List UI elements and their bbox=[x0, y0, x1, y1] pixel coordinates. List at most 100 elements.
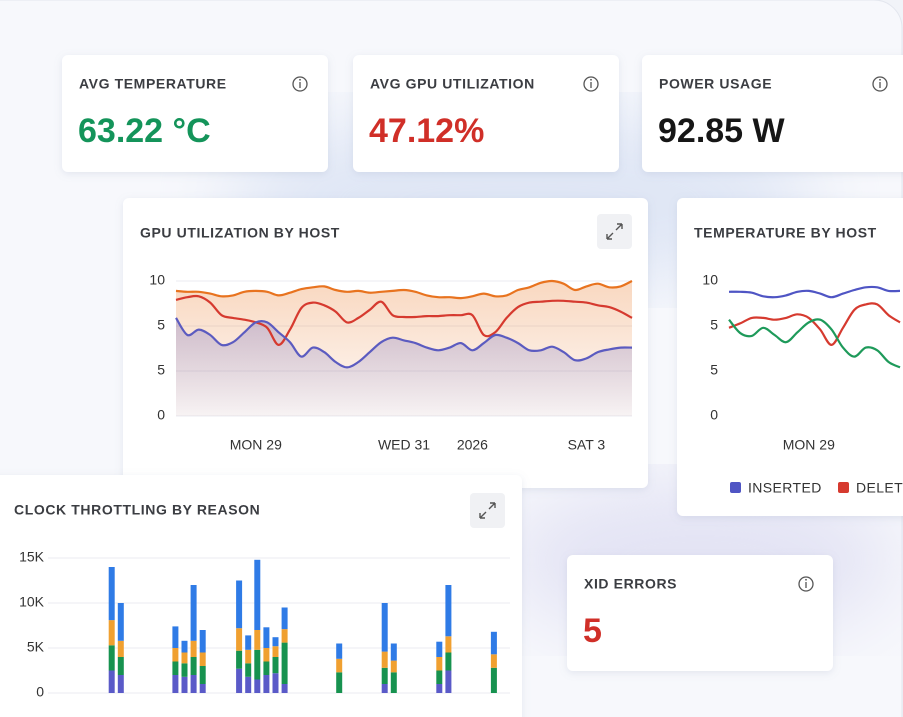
chart-title: TEMPERATURE BY HOST bbox=[694, 225, 877, 241]
card-value: 63.22 °C bbox=[78, 112, 211, 150]
y-tick-label: 5K bbox=[27, 639, 45, 655]
bar-segment bbox=[245, 635, 252, 650]
bar-segment bbox=[254, 630, 261, 650]
legend-swatch bbox=[730, 482, 741, 493]
line bbox=[728, 302, 901, 346]
bar-segment bbox=[272, 646, 279, 657]
chart-title: CLOCK THROTTLING BY REASON bbox=[14, 502, 260, 518]
bar-segment bbox=[108, 567, 115, 621]
bar-segment bbox=[436, 670, 443, 684]
bar-segment bbox=[390, 672, 397, 693]
bar-segment bbox=[108, 620, 115, 646]
bar-segment bbox=[181, 640, 188, 653]
info-icon[interactable] bbox=[583, 76, 599, 92]
expand-button[interactable] bbox=[597, 214, 632, 249]
stat-card: AVG GPU UTILIZATION 47.12% bbox=[353, 55, 619, 172]
bar-segment bbox=[281, 642, 288, 684]
bar-segment bbox=[172, 675, 179, 693]
line bbox=[728, 318, 901, 369]
y-tick-label: 5 bbox=[157, 317, 165, 333]
bar-segment bbox=[236, 628, 243, 651]
bar-segment bbox=[236, 668, 243, 693]
bar-segment bbox=[199, 630, 206, 653]
bar-segment bbox=[381, 684, 388, 693]
bar-segment bbox=[254, 679, 261, 693]
bar-segment bbox=[190, 675, 197, 693]
bar-segment bbox=[336, 658, 343, 673]
bar-segment bbox=[490, 654, 497, 668]
card-title: AVG GPU UTILIZATION bbox=[370, 76, 535, 92]
bar-segment bbox=[199, 684, 206, 693]
bar-segment bbox=[281, 684, 288, 693]
legend-label: DELETED bbox=[856, 480, 903, 496]
bar-segment bbox=[272, 673, 279, 693]
info-icon[interactable] bbox=[872, 76, 888, 92]
bar-segment bbox=[181, 652, 188, 664]
bar-segment bbox=[245, 649, 252, 664]
bar-segment bbox=[490, 631, 497, 655]
bar-segment bbox=[436, 657, 443, 671]
bar-segment bbox=[236, 580, 243, 629]
chart-title: GPU UTILIZATION BY HOST bbox=[140, 225, 340, 241]
bar-segment bbox=[263, 661, 270, 675]
bar-segment bbox=[117, 675, 124, 693]
y-tick-label: 10K bbox=[19, 594, 45, 610]
bar-segment bbox=[245, 676, 252, 693]
info-icon[interactable] bbox=[292, 76, 308, 92]
bar-segment bbox=[117, 657, 124, 675]
bar-segment bbox=[181, 676, 188, 693]
y-tick-label: 0 bbox=[36, 684, 44, 700]
bar-segment bbox=[254, 649, 261, 680]
info-icon[interactable] bbox=[798, 576, 814, 592]
bar-segment bbox=[199, 652, 206, 666]
card-title: AVG TEMPERATURE bbox=[79, 76, 227, 92]
stat-card: XID ERRORS 5 bbox=[567, 555, 833, 671]
bar-segment bbox=[245, 663, 252, 677]
bar-segment bbox=[436, 684, 443, 693]
bar-segment bbox=[445, 652, 452, 671]
bar-segment bbox=[190, 640, 197, 657]
x-tick-label: MON 29 bbox=[230, 437, 282, 453]
y-tick-label: 15K bbox=[19, 549, 45, 565]
card-title: XID ERRORS bbox=[584, 576, 677, 592]
bar-segment bbox=[272, 657, 279, 674]
bar-segment bbox=[172, 626, 179, 648]
bar-segment bbox=[390, 660, 397, 673]
y-tick-label: 10 bbox=[149, 272, 165, 288]
x-tick-label: SAT 3 bbox=[568, 437, 606, 453]
chart-card: CLOCK THROTTLING BY REASON bbox=[0, 475, 522, 717]
bar-segment bbox=[445, 636, 452, 653]
y-tick-label: 10 bbox=[702, 272, 718, 288]
line bbox=[175, 279, 633, 300]
bar-segment bbox=[236, 650, 243, 669]
bar-segment bbox=[436, 641, 443, 657]
bar-segment bbox=[108, 670, 115, 693]
x-tick-label: MON 29 bbox=[783, 437, 835, 453]
line bbox=[175, 317, 633, 369]
stat-card: POWER USAGE 92.85 W bbox=[642, 55, 903, 172]
bar-segment bbox=[336, 672, 343, 693]
bar-segment bbox=[108, 645, 115, 671]
bar-segment bbox=[181, 663, 188, 677]
bar-segment bbox=[190, 657, 197, 675]
chart-layer: 0 5K 10K 15K bbox=[19, 549, 510, 700]
bar-segment bbox=[117, 603, 124, 641]
expand-button[interactable] bbox=[470, 493, 505, 528]
stat-card: AVG TEMPERATURE 63.22 °C bbox=[62, 55, 328, 172]
y-tick-label: 5 bbox=[157, 362, 165, 378]
card-title: POWER USAGE bbox=[659, 76, 772, 92]
bar-segment bbox=[390, 643, 397, 661]
bar-segment bbox=[254, 559, 261, 630]
y-tick-label: 0 bbox=[710, 407, 718, 423]
chart-card: TEMPERATURE BY HOST bbox=[677, 198, 903, 516]
bar-segment bbox=[445, 670, 452, 693]
bar-segment bbox=[272, 637, 279, 647]
legend-label: INSERTED bbox=[748, 480, 822, 496]
legend-swatch bbox=[838, 482, 849, 493]
bar-segment bbox=[117, 640, 124, 657]
line bbox=[175, 294, 633, 346]
x-tick-label: WED 31 bbox=[378, 437, 430, 453]
bar-segment bbox=[263, 627, 270, 648]
card-value: 5 bbox=[583, 612, 602, 650]
bar-segment bbox=[381, 651, 388, 668]
